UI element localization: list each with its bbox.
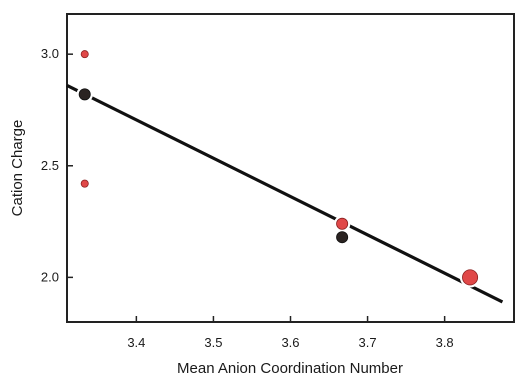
x-axis-ticks: 3.4 3.5 3.6 3.7 3.8 bbox=[127, 316, 454, 350]
regression-line bbox=[66, 83, 504, 304]
red-data-point bbox=[462, 269, 479, 286]
x-axis-title: Mean Anion Coordination Number bbox=[177, 360, 403, 377]
y-axis-title: Cation Charge bbox=[9, 120, 26, 217]
y-tick-label: 3.0 bbox=[41, 46, 59, 61]
y-axis-ticks: 2.0 2.5 3.0 bbox=[41, 46, 73, 284]
y-tick-label: 2.0 bbox=[41, 269, 59, 284]
black-data-point bbox=[336, 231, 349, 244]
x-tick-label: 3.5 bbox=[204, 335, 222, 350]
red-data-point bbox=[336, 217, 349, 230]
x-tick-label: 3.8 bbox=[436, 335, 454, 350]
x-tick-label: 3.7 bbox=[359, 335, 377, 350]
red-data-point bbox=[80, 50, 89, 59]
data-points bbox=[76, 47, 481, 288]
x-tick-label: 3.4 bbox=[127, 335, 145, 350]
red-data-point bbox=[80, 179, 89, 188]
y-tick-label: 2.5 bbox=[41, 158, 59, 173]
fit-line bbox=[66, 83, 504, 304]
x-tick-label: 3.6 bbox=[281, 335, 299, 350]
black-data-point bbox=[78, 88, 91, 101]
